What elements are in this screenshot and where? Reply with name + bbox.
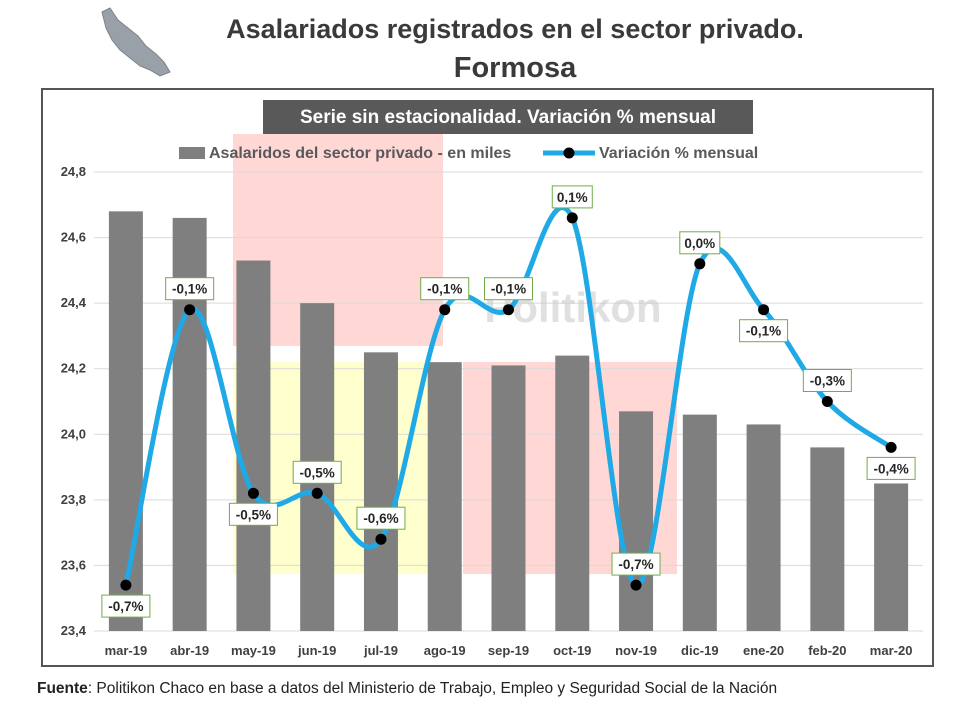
y-tick-label: 24,4 — [61, 295, 87, 310]
chart-main-title: Asalariados registrados en el sector pri… — [226, 14, 804, 44]
data-label-box — [165, 277, 215, 301]
bar-dic-19 — [682, 414, 717, 631]
variation-marker-ene-20 — [758, 304, 770, 316]
data-label-text: -0,1% — [491, 282, 526, 297]
data-label-mar-20: -0,4% — [866, 456, 916, 480]
data-label-text: 0,0% — [684, 236, 715, 251]
y-tick-label: 24,6 — [61, 230, 86, 245]
data-label-text: -0,1% — [746, 324, 781, 339]
data-label-text: -0,4% — [873, 461, 908, 476]
data-label-box — [101, 594, 151, 618]
data-label-box — [228, 502, 278, 526]
x-tick-label: oct-19 — [553, 643, 591, 658]
x-tick-label: nov-19 — [615, 643, 657, 658]
x-tick-label: mar-20 — [870, 643, 913, 658]
source-label: Fuente — [37, 680, 88, 697]
data-label-box — [739, 319, 789, 343]
x-tick-label: sep-19 — [488, 643, 529, 658]
data-label-box — [802, 369, 852, 392]
data-label-oct-19: 0,1% — [551, 185, 593, 209]
x-tick-label: mar-19 — [105, 643, 148, 658]
source-text: : Politikon Chaco en base a datos del Mi… — [87, 680, 778, 697]
variation-marker-sep-19 — [503, 304, 514, 316]
x-tick-label: may-19 — [231, 643, 276, 658]
data-label-text: -0,5% — [300, 465, 335, 480]
bar-jul-19 — [363, 352, 398, 631]
bar-ago-19 — [427, 362, 462, 631]
bar-nov-19 — [619, 411, 654, 631]
x-tick-label: feb-20 — [808, 643, 846, 658]
data-label-text: -0,1% — [427, 282, 462, 297]
x-tick-label: jun-19 — [297, 643, 336, 658]
data-label-box — [551, 185, 593, 209]
x-tick-label: jul-19 — [363, 643, 398, 658]
bar-may-19 — [236, 260, 271, 631]
variation-marker-dic-19 — [694, 258, 706, 270]
data-label-text: -0,3% — [810, 374, 845, 389]
data-label-box — [611, 552, 661, 576]
data-label-box — [356, 506, 406, 530]
data-label-jul-19: -0,6% — [356, 506, 406, 530]
data-label-text: -0,5% — [236, 507, 271, 522]
bar-ene-20 — [746, 424, 781, 631]
legend-bar-label: Asalaridos del sector privado - en miles — [209, 145, 511, 162]
legend-bar-swatch — [179, 147, 205, 159]
x-tick-label: ene-20 — [743, 643, 784, 658]
data-label-text: -0,7% — [618, 557, 653, 572]
data-label-sep-19: -0,1% — [484, 277, 533, 301]
data-label-nov-19: -0,7% — [611, 552, 661, 576]
variation-marker-nov-19 — [630, 579, 642, 591]
bar-oct-19 — [555, 355, 590, 631]
data-label-box — [679, 231, 721, 255]
legend-line-label: Variación % mensual — [599, 145, 758, 162]
variation-marker-mar-19 — [120, 579, 132, 591]
data-label-ene-20: -0,1% — [739, 319, 789, 343]
data-label-text: -0,7% — [108, 599, 143, 614]
legend-line-marker — [563, 147, 575, 159]
data-label-text: -0,1% — [172, 282, 207, 297]
data-label-feb-20: -0,3% — [802, 369, 852, 392]
chart-subtitle-text: Serie sin estacionalidad. Variación % me… — [300, 107, 716, 128]
bar-sep-19 — [491, 365, 526, 631]
data-label-jun-19: -0,5% — [292, 460, 342, 484]
data-label-box — [866, 456, 916, 480]
y-tick-label: 23,6 — [61, 557, 86, 572]
data-label-mar-19: -0,7% — [101, 594, 151, 618]
bar-mar-20 — [874, 483, 909, 631]
x-tick-label: dic-19 — [681, 643, 719, 658]
source-note: Fuente: Politikon Chaco en base a datos … — [37, 680, 777, 698]
data-label-box — [484, 277, 533, 301]
data-label-box — [292, 460, 342, 484]
legend: Asalaridos del sector privado - en miles… — [179, 145, 758, 162]
chart-province-title: Formosa — [453, 52, 577, 84]
y-tick-label: 23,4 — [61, 623, 87, 638]
variation-marker-oct-19 — [566, 212, 578, 224]
variation-marker-may-19 — [247, 487, 259, 499]
variation-marker-abr-19 — [184, 304, 196, 316]
bar-feb-20 — [810, 447, 845, 631]
y-tick-label: 24,2 — [61, 361, 86, 376]
data-label-ago-19: -0,1% — [420, 277, 470, 301]
formosa-province-map-icon — [101, 7, 171, 77]
variation-marker-ago-19 — [439, 304, 451, 316]
variation-marker-mar-20 — [885, 441, 897, 453]
data-label-dic-19: 0,0% — [679, 231, 721, 255]
y-tick-label: 24,8 — [61, 164, 86, 179]
y-tick-label: 24,0 — [61, 426, 86, 441]
chart-subtitle-banner — [263, 100, 753, 134]
bar-mar-19 — [108, 211, 143, 631]
data-label-box — [420, 277, 470, 301]
variation-marker-jun-19 — [311, 487, 323, 499]
data-label-text: -0,6% — [363, 511, 398, 526]
data-label-may-19: -0,5% — [228, 502, 278, 526]
x-tick-label: ago-19 — [424, 643, 466, 658]
data-label-abr-19: -0,1% — [165, 277, 215, 301]
variation-marker-feb-20 — [821, 396, 833, 407]
chart-plot-area: 23,423,623,824,024,224,424,624,8Politiko… — [61, 100, 923, 658]
y-tick-label: 23,8 — [61, 492, 86, 507]
chart-frame: 23,4 23,6 23,8 24,0 24,2 24,4 24,6 24,8 Politiko… — [41, 88, 934, 667]
variation-marker-jul-19 — [375, 533, 387, 545]
data-label-text: 0,1% — [557, 190, 588, 205]
x-tick-label: abr-19 — [170, 643, 209, 658]
